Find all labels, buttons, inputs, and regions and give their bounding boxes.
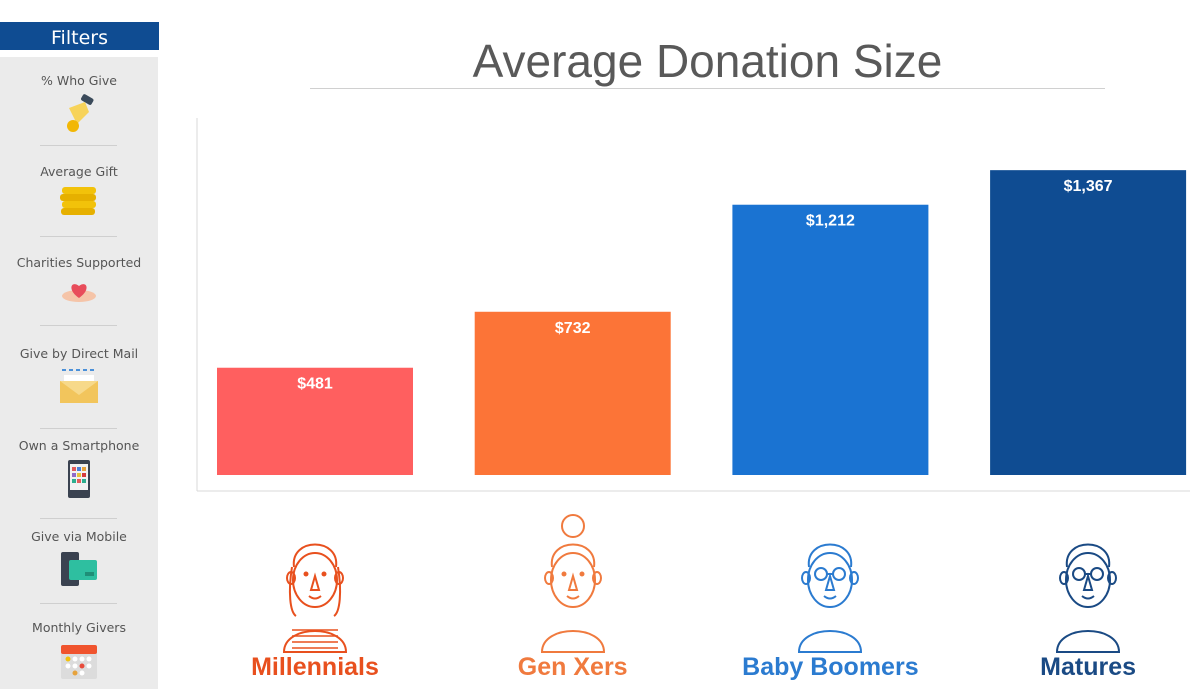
chart-title: Average Donation Size [472, 35, 943, 87]
filter-who-give[interactable]: % Who Give [0, 73, 158, 134]
filter-label: Give by Direct Mail [19, 346, 139, 361]
filters-sidebar: % Who Give Average Gift Charities Suppor… [0, 57, 158, 689]
data-label: $1,212 [806, 213, 855, 230]
category-label: Millennials [251, 653, 379, 681]
divider [40, 145, 117, 146]
filter-average-gift[interactable]: Average Gift [0, 164, 158, 221]
category-label: Gen Xers [517, 653, 628, 681]
data-label: $732 [555, 320, 591, 337]
divider [40, 428, 117, 429]
category-label: Baby Boomers [742, 653, 919, 681]
avatar-baby-boomers [785, 512, 875, 658]
filters-header: Filters [0, 22, 159, 50]
filter-label: Give via Mobile [31, 529, 127, 544]
filter-monthly-givers[interactable]: Monthly Givers [0, 620, 158, 681]
title-rule [310, 88, 1105, 89]
bar-matures [990, 170, 1187, 475]
avatar-millennials [270, 512, 360, 658]
category-label: Matures [1040, 653, 1137, 681]
filter-smartphone[interactable]: Own a Smartphone [0, 438, 158, 499]
bar-millennials [217, 367, 413, 475]
filter-direct-mail[interactable]: Give by Direct Mail [0, 346, 158, 405]
mobile-payment-icon [61, 552, 97, 586]
data-label: $481 [297, 376, 333, 393]
heart-hand-icon [62, 284, 96, 302]
divider [40, 236, 117, 237]
smartphone-icon [68, 460, 90, 498]
avatar-gen-xers [528, 512, 618, 658]
avatar-matures [1043, 512, 1133, 658]
calendar-icon [61, 645, 97, 679]
hand-coin-icon [67, 94, 94, 132]
filter-give-via-mobile[interactable]: Give via Mobile [0, 529, 158, 588]
divider [40, 603, 117, 604]
coin-stack-icon [60, 187, 96, 215]
bar-baby-boomers [732, 204, 929, 475]
data-label: $1,367 [1064, 178, 1113, 195]
filter-label: Monthly Givers [32, 620, 126, 635]
filter-label: Charities Supported [16, 255, 142, 270]
filter-label: Own a Smartphone [18, 438, 140, 453]
filter-charities-supported[interactable]: Charities Supported [0, 255, 158, 306]
filter-label: % Who Give [40, 73, 117, 88]
divider [40, 325, 117, 326]
envelope-icon [60, 369, 98, 403]
filter-label: Average Gift [40, 164, 118, 179]
bar-gen-xers [474, 311, 671, 475]
divider [40, 518, 117, 519]
